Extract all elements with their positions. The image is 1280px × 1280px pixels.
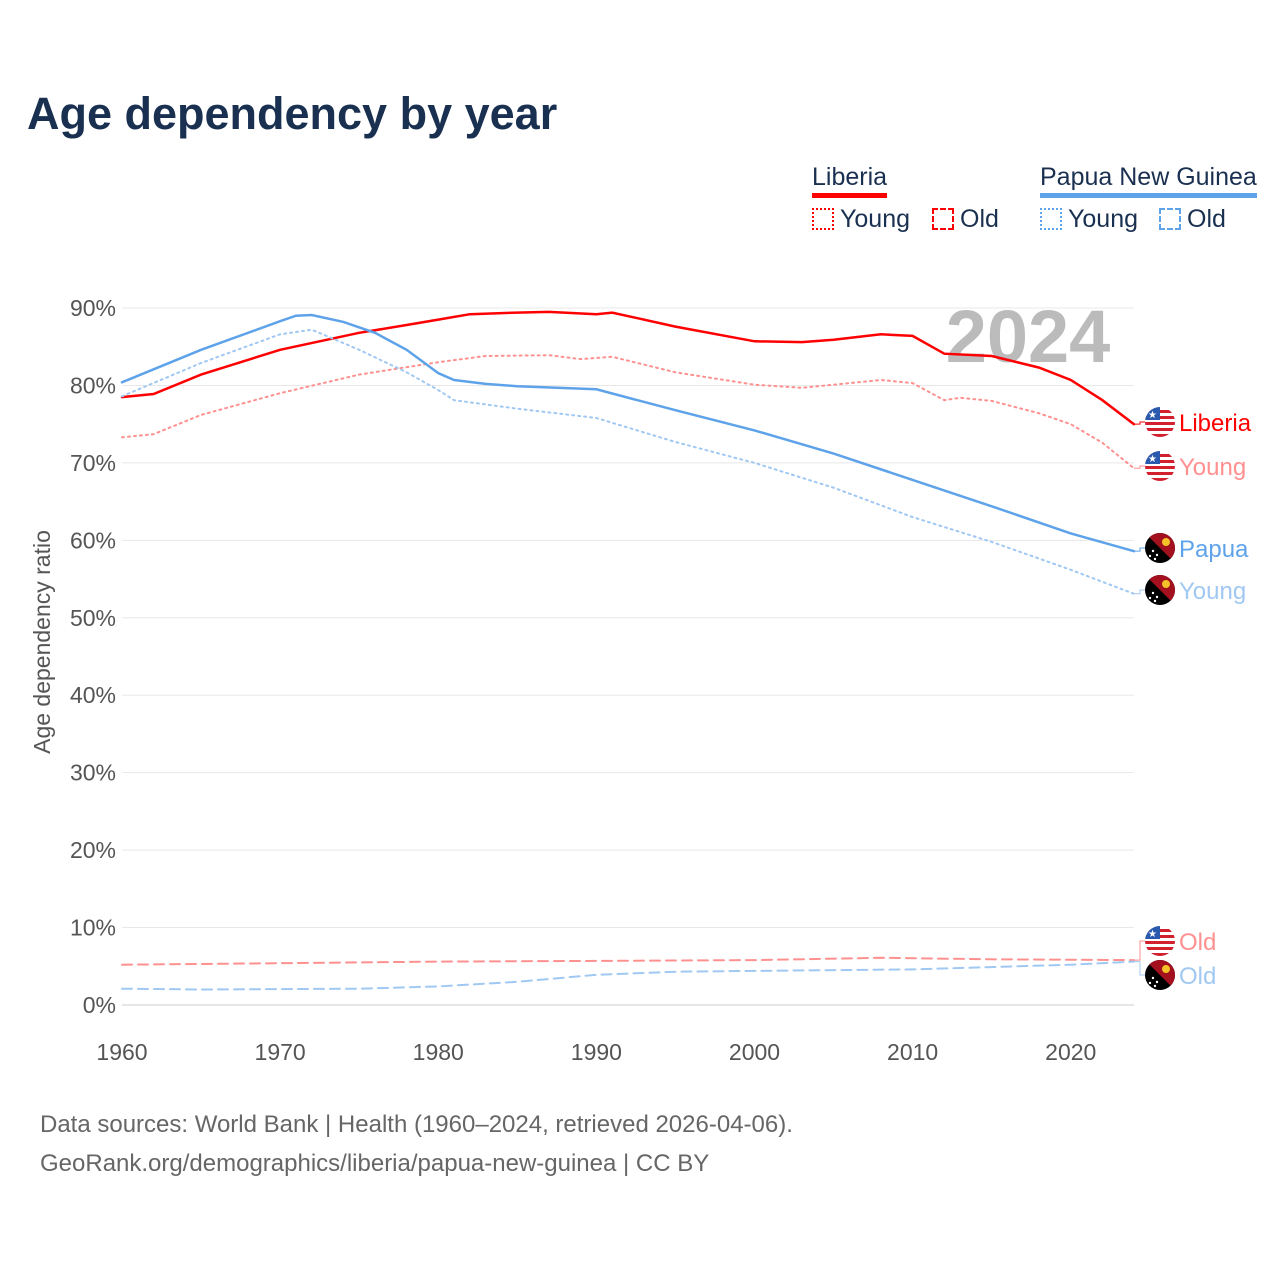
y-tick-label: 30% — [70, 760, 116, 786]
series-line-papua-new-guinea-old — [121, 960, 1135, 991]
x-tick-label: 1970 — [255, 1039, 306, 1065]
legend-liberia-title: Liberia — [812, 163, 888, 198]
series-end-label: Papua — [1179, 536, 1249, 563]
legend-liberia-old[interactable]: Old — [932, 205, 999, 234]
series-end-label: Old — [1179, 929, 1216, 956]
liberia-flag-icon — [1145, 451, 1175, 481]
label-connector — [1134, 421, 1146, 425]
series-end-label: Young — [1179, 578, 1246, 605]
label-connector — [1134, 961, 1146, 976]
x-tick-label: 2010 — [887, 1039, 938, 1065]
y-tick-label: 60% — [70, 527, 116, 553]
legend-label: Young — [1068, 205, 1138, 233]
label-connector — [1134, 465, 1146, 469]
legend-label: Old — [1187, 205, 1226, 233]
label-connector — [1134, 940, 1146, 961]
series-end-label: Young — [1179, 454, 1246, 481]
papua-new-guinea-flag-icon — [1145, 533, 1175, 563]
legend-liberia[interactable]: Liberia — [812, 163, 888, 198]
papua-new-guinea-flag-icon — [1145, 960, 1175, 990]
dotted-swatch-icon — [812, 208, 834, 230]
legend-png-old[interactable]: Old — [1159, 205, 1226, 234]
y-tick-label: 70% — [70, 450, 116, 476]
y-tick-label: 10% — [70, 915, 116, 941]
x-tick-label: 2000 — [729, 1039, 780, 1065]
legend-png-young[interactable]: Young — [1040, 205, 1138, 234]
x-tick-label: 1980 — [413, 1039, 464, 1065]
source-link[interactable]: GeoRank.org/demographics/liberia/papua-n… — [40, 1150, 710, 1177]
series-line-papua-new-guinea — [120, 313, 1136, 553]
legend-png-title: Papua New Guinea — [1040, 163, 1257, 198]
chart-title: Age dependency by year — [27, 88, 558, 139]
data-source: Data sources: World Bank | Health (1960–… — [40, 1111, 793, 1138]
y-tick-label: 20% — [70, 837, 116, 863]
series-line-liberia — [120, 310, 1136, 426]
series-line-papua-new-guinea-young — [121, 328, 1135, 595]
y-tick-label: 0% — [83, 992, 116, 1018]
legend-png[interactable]: Papua New Guinea — [1040, 163, 1257, 198]
x-tick-label: 1990 — [571, 1039, 622, 1065]
label-connector — [1134, 547, 1146, 552]
papua-new-guinea-flag-icon — [1145, 575, 1175, 605]
liberia-flag-icon — [1145, 407, 1175, 437]
series-end-label: Liberia — [1179, 410, 1252, 437]
series-end-label: Old — [1179, 963, 1216, 990]
dashed-swatch-icon — [932, 208, 954, 230]
y-axis-label: Age dependency ratio — [29, 530, 55, 754]
legend-label: Young — [840, 205, 910, 233]
y-tick-label: 90% — [70, 295, 116, 321]
label-connector — [1134, 589, 1146, 595]
y-tick-label: 80% — [70, 372, 116, 398]
footer: Data sources: World Bank | Health (1960–… — [40, 1105, 793, 1183]
dashed-swatch-icon — [1159, 208, 1181, 230]
legend-liberia-young[interactable]: Young — [812, 205, 910, 234]
liberia-flag-icon — [1145, 926, 1175, 956]
legend-label: Old — [960, 205, 999, 233]
series-line-liberia-old — [121, 956, 1135, 966]
dotted-swatch-icon — [1040, 208, 1062, 230]
x-tick-label: 2020 — [1045, 1039, 1096, 1065]
y-tick-label: 40% — [70, 682, 116, 708]
x-tick-label: 1960 — [96, 1039, 147, 1065]
y-tick-label: 50% — [70, 605, 116, 631]
